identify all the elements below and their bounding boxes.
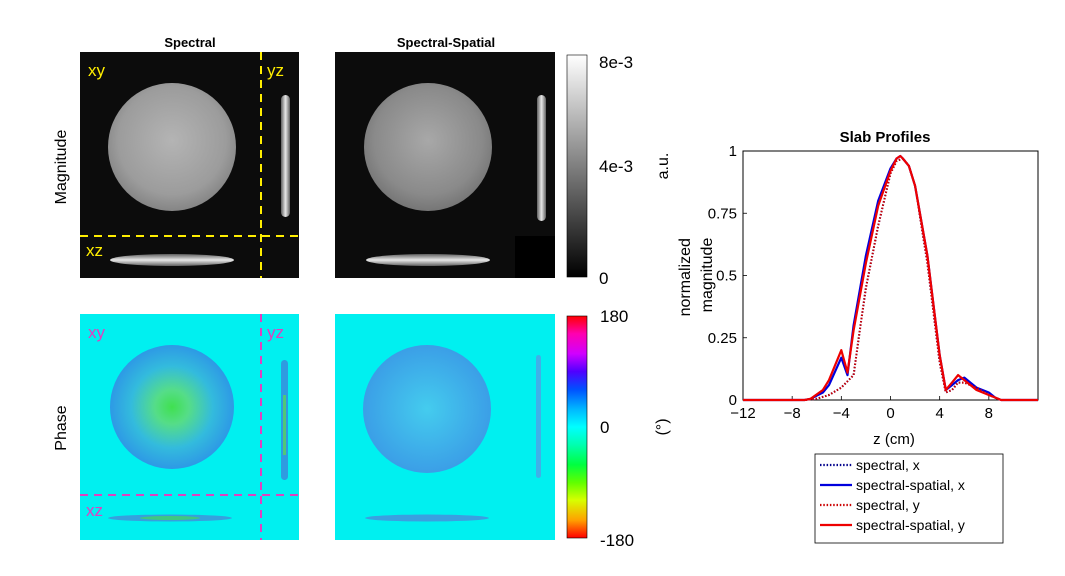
phase-colorbar-tick-mid: 0 xyxy=(600,418,609,437)
magnitude-colorbar-tick-mid: 4e-3 xyxy=(599,157,633,176)
phase-view-label-xy: xy xyxy=(88,323,106,342)
x-tick-label: 8 xyxy=(985,405,993,422)
row-label-phase: Phase xyxy=(53,405,70,450)
column-title-spectral: Spectral xyxy=(164,35,215,50)
x-tick-label: −4 xyxy=(833,405,850,422)
legend-label: spectral-spatial, y xyxy=(856,517,965,533)
chart-ylabel-line-1: normalized xyxy=(677,238,694,316)
y-tick-label: 1 xyxy=(729,143,737,160)
chart-ylabel: normalized magnitude xyxy=(677,234,716,317)
chart-legend: spectral, x spectral-spatial, x spectral, … xyxy=(814,453,1004,544)
phase-spectral-panel: xy yz xz xyxy=(80,314,299,540)
y-tick-label: 0.25 xyxy=(708,330,737,347)
phase-view-label-yz: yz xyxy=(267,323,284,342)
magnitude-colorbar-unit: a.u. xyxy=(655,153,672,180)
x-tick-label: 4 xyxy=(935,405,943,422)
chart-xlabel: z (cm) xyxy=(873,431,915,448)
phase-colorbar-tick-max: 180 xyxy=(600,307,628,326)
legend-label: spectral, y xyxy=(856,497,920,513)
y-tick-label: 0.75 xyxy=(708,205,737,222)
legend-label: spectral, x xyxy=(856,457,920,473)
series-line-3 xyxy=(743,154,1038,402)
slab-profiles-chart: Slab Profiles normalized magnitude z (cm… xyxy=(677,129,1039,544)
magnitude-colorbar-tick-min: 0 xyxy=(599,269,608,288)
x-tick-label: 0 xyxy=(886,405,894,422)
y-tick-label: 0.5 xyxy=(716,268,737,285)
y-tick-label: 0 xyxy=(729,392,737,409)
phase-colorbar: 180 0 -180 (°) xyxy=(566,307,671,550)
phase-colorbar-tick-min: -180 xyxy=(600,531,634,550)
x-tick-label: −8 xyxy=(784,405,801,422)
phase-colorbar-unit: (°) xyxy=(654,418,671,435)
view-label-xy: xy xyxy=(88,61,106,80)
row-label-magnitude: Magnitude xyxy=(53,130,70,205)
view-label-yz: yz xyxy=(267,61,284,80)
magnitude-spectral-panel: xy yz xz xyxy=(80,52,299,278)
magnitude-colorbar: 8e-3 4e-3 0 a.u. xyxy=(566,53,672,288)
chart-title: Slab Profiles xyxy=(840,129,931,146)
view-label-xz: xz xyxy=(86,241,103,260)
phase-spectral-spatial-panel xyxy=(335,314,555,540)
x-tick-label: −12 xyxy=(730,405,755,422)
magnitude-colorbar-tick-max: 8e-3 xyxy=(599,53,633,72)
chart-ylabel-line-2: magnitude xyxy=(699,238,716,313)
magnitude-spectral-spatial-panel xyxy=(335,52,555,278)
plot-area xyxy=(742,150,1039,401)
column-title-spectral-spatial: Spectral-Spatial xyxy=(397,35,495,50)
legend-label: spectral-spatial, x xyxy=(856,477,965,493)
phase-view-label-xz: xz xyxy=(86,501,103,520)
